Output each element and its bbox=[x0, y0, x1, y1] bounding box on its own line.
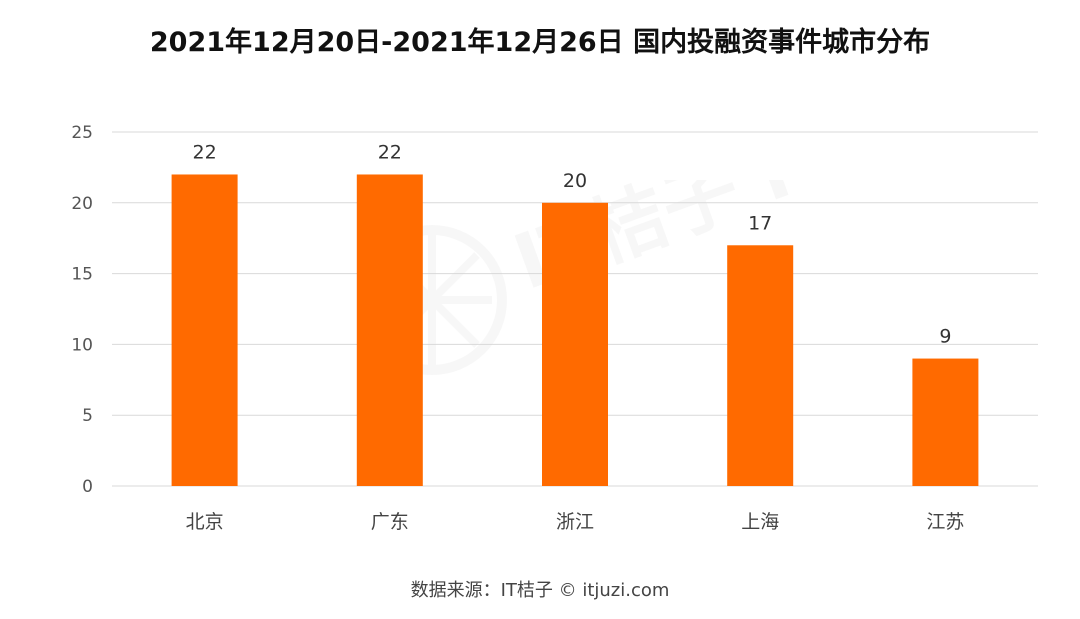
data-label-4: 9 bbox=[939, 326, 951, 348]
bar-1 bbox=[356, 174, 423, 487]
y-tick-label-1: 5 bbox=[82, 406, 93, 426]
data-label-1: 22 bbox=[378, 141, 402, 163]
data-label-3: 17 bbox=[748, 212, 772, 234]
source-note: 数据来源：IT桔子 © itjuzi.com bbox=[410, 580, 670, 601]
chart-title: 2021年12月20日-2021年12月26日 国内投融资事件城市分布 bbox=[149, 27, 931, 58]
x-tick-label-0: 北京 bbox=[186, 511, 224, 533]
y-tick-label-5: 25 bbox=[71, 123, 93, 143]
y-axis-ticks: 0 5 10 15 20 25 bbox=[71, 123, 93, 497]
y-tick-label-0: 0 bbox=[82, 477, 93, 497]
x-tick-label-1: 广东 bbox=[371, 511, 409, 533]
bars bbox=[171, 174, 979, 487]
data-labels: 22 22 20 17 9 bbox=[193, 141, 952, 347]
x-tick-label-2: 浙江 bbox=[556, 511, 594, 533]
y-tick-label-4: 20 bbox=[71, 194, 93, 214]
bar-0 bbox=[171, 174, 238, 487]
x-tick-label-4: 江苏 bbox=[926, 511, 964, 533]
bar-3 bbox=[727, 245, 794, 486]
y-tick-label-2: 10 bbox=[71, 335, 93, 355]
bar-4 bbox=[912, 358, 979, 486]
bar-2 bbox=[542, 202, 608, 487]
data-label-2: 20 bbox=[563, 170, 587, 192]
y-tick-label-3: 15 bbox=[71, 265, 93, 285]
x-tick-label-3: 上海 bbox=[741, 511, 779, 533]
data-label-0: 22 bbox=[193, 141, 217, 163]
x-axis-ticks: 北京 广东 浙江 上海 江苏 bbox=[186, 511, 965, 533]
